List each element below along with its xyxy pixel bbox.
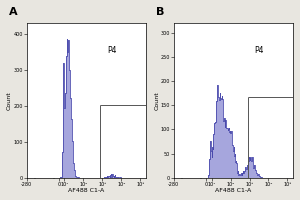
Y-axis label: Count: Count <box>7 91 12 110</box>
Text: A: A <box>9 7 17 17</box>
Y-axis label: Count: Count <box>154 91 159 110</box>
Text: P4: P4 <box>254 46 264 55</box>
Text: B: B <box>156 7 164 17</box>
Text: P4: P4 <box>107 46 116 55</box>
X-axis label: AF488 C1-A: AF488 C1-A <box>215 188 252 193</box>
X-axis label: AF488 C1-A: AF488 C1-A <box>68 188 104 193</box>
